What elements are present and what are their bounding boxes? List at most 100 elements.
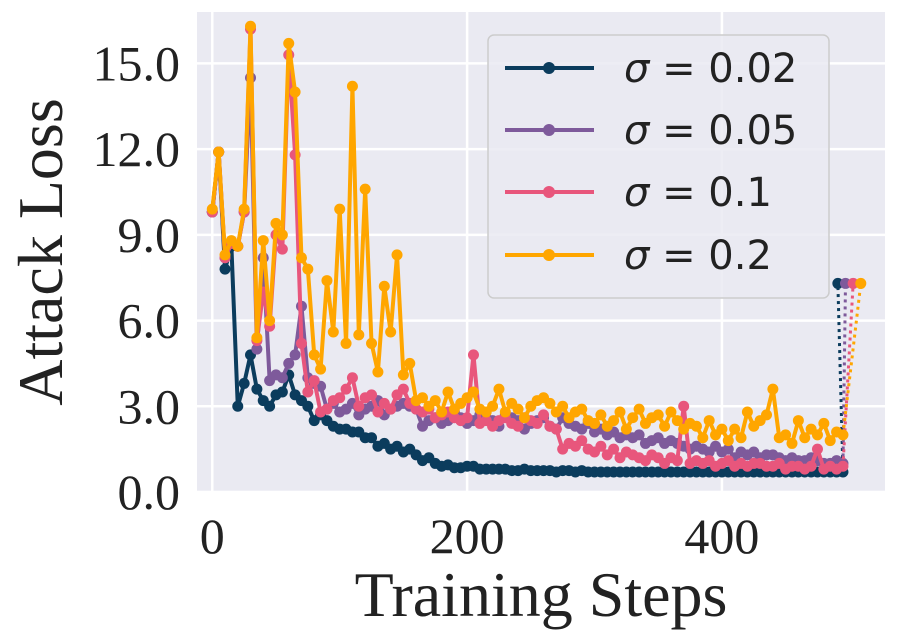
legend-value: = 0.2 [649, 233, 772, 279]
data-point [697, 432, 709, 444]
legend-marker [543, 124, 555, 136]
data-point [372, 406, 384, 418]
data-point [512, 403, 524, 415]
data-point [295, 337, 307, 349]
data-point [620, 423, 632, 435]
data-point [735, 432, 747, 444]
data-point [811, 429, 823, 441]
series-connector [841, 283, 863, 436]
data-point [761, 409, 773, 421]
data-point [276, 243, 288, 255]
data-point [346, 372, 358, 384]
data-point [391, 249, 403, 261]
data-point [595, 440, 607, 452]
data-point [251, 383, 263, 395]
legend-marker [543, 186, 555, 198]
legend-symbol: σ [624, 170, 651, 216]
data-point [276, 229, 288, 241]
data-point [608, 443, 620, 455]
data-point [512, 420, 524, 432]
data-point [671, 455, 683, 467]
data-point [824, 435, 836, 447]
legend-marker [543, 62, 555, 74]
legend-label: σ = 0.05 [624, 108, 797, 154]
data-point [576, 435, 588, 447]
y-tick-label: 0.0 [118, 464, 181, 520]
data-point [847, 277, 859, 289]
data-point [315, 363, 327, 375]
data-point [270, 217, 282, 229]
y-tick-label: 3.0 [118, 378, 181, 434]
data-point [671, 415, 683, 427]
data-point [327, 326, 339, 338]
data-point [837, 460, 849, 472]
data-point [206, 203, 218, 215]
ticks: 0.0 3.0 6.0 9.0 12.0 15.0 0 200 400 [93, 35, 760, 564]
data-point [251, 343, 263, 355]
data-point [429, 395, 441, 407]
data-point [251, 332, 263, 344]
legend-value: = 0.05 [649, 108, 797, 154]
data-point [321, 403, 333, 415]
data-point [238, 203, 250, 215]
data-point [321, 275, 333, 287]
data-point [276, 372, 288, 384]
data-point [308, 375, 320, 387]
data-point [385, 403, 397, 415]
data-point [404, 357, 416, 369]
data-point [837, 429, 849, 441]
data-point [385, 326, 397, 338]
data-point [372, 366, 384, 378]
legend-label: σ = 0.2 [624, 233, 772, 279]
data-point [436, 406, 448, 418]
data-point [232, 240, 244, 252]
data-point [786, 437, 798, 449]
data-point [461, 412, 473, 424]
data-point [417, 392, 429, 404]
data-point [608, 415, 620, 427]
data-point [302, 263, 314, 275]
data-point [289, 349, 301, 361]
data-point [493, 383, 505, 395]
data-point [538, 409, 550, 421]
data-point [340, 337, 352, 349]
data-point [627, 412, 639, 424]
data-point [659, 420, 671, 432]
data-point [257, 235, 269, 247]
data-point [467, 386, 479, 398]
data-point [264, 315, 276, 327]
data-point [397, 383, 409, 395]
legend-label: σ = 0.1 [624, 170, 772, 216]
legend-symbol: σ [624, 108, 651, 154]
legend-entry: σ = 0.05 [505, 108, 797, 154]
data-point [334, 392, 346, 404]
data-point [264, 400, 276, 412]
data-point [722, 443, 734, 455]
data-point [487, 400, 499, 412]
data-point [832, 277, 844, 289]
data-point [799, 432, 811, 444]
data-point [703, 415, 715, 427]
data-point [366, 337, 378, 349]
data-point [716, 423, 728, 435]
data-point [557, 400, 569, 412]
x-tick-label: 400 [684, 508, 759, 564]
legend-value: = 0.1 [649, 170, 772, 216]
series-1 [206, 146, 849, 478]
data-point [232, 400, 244, 412]
data-point [576, 403, 588, 415]
series-layer [206, 20, 867, 478]
data-point [219, 263, 231, 275]
legend-entry: σ = 0.02 [505, 46, 797, 92]
legend-entry: σ = 0.2 [505, 233, 772, 279]
data-point [633, 403, 645, 415]
data-point [245, 20, 257, 32]
data-point [589, 417, 601, 429]
data-point [690, 420, 702, 432]
legend-marker [543, 249, 555, 261]
data-point [855, 277, 867, 289]
legend: σ = 0.02σ = 0.05σ = 0.1σ = 0.2 [487, 34, 830, 299]
series-4 [206, 20, 867, 449]
data-point [276, 386, 288, 398]
